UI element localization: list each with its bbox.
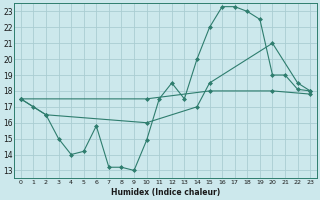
X-axis label: Humidex (Indice chaleur): Humidex (Indice chaleur) [111,188,220,197]
